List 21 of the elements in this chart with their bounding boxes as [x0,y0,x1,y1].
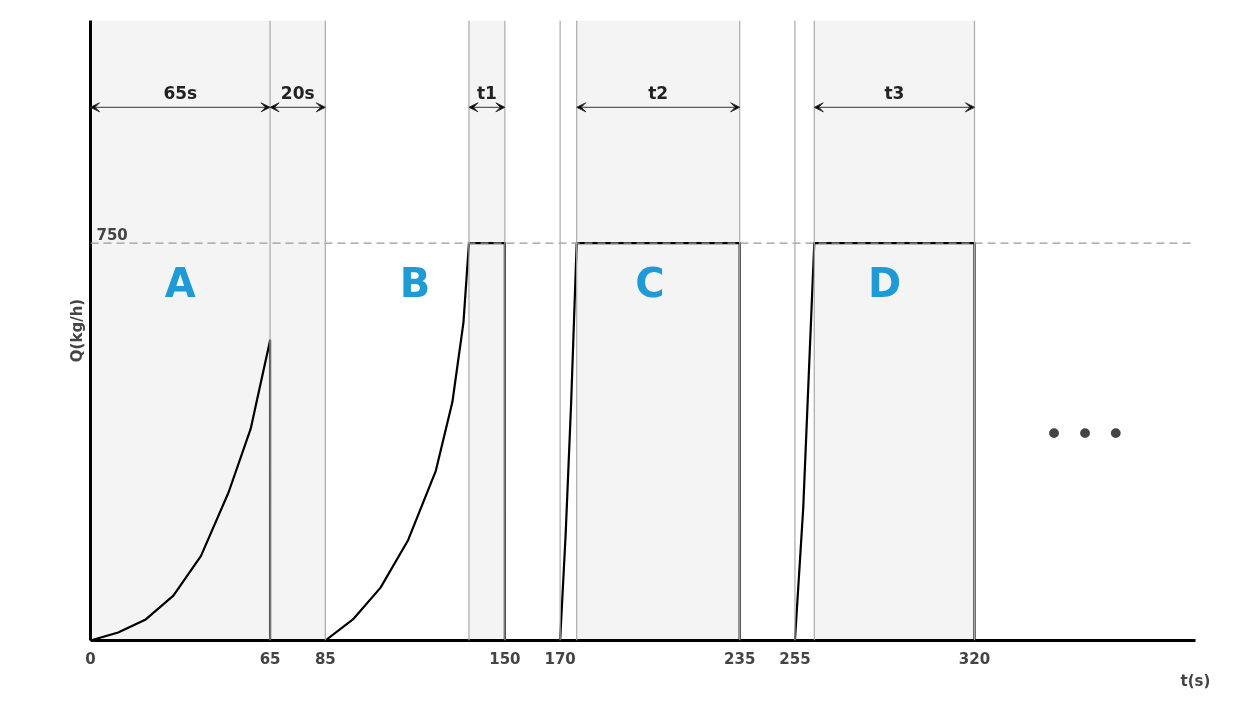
band-label: 65s [163,83,198,104]
annotation: B [399,259,431,306]
x-tick-label: 0 [85,649,96,668]
x-tick-label: 65 [259,649,281,668]
band-label: t1 [476,83,497,104]
x-axis-title: t(s) [1180,671,1211,690]
band-label: 20s [280,83,315,104]
band-label: t3 [884,83,905,104]
y-axis-title: Q(kg/h) [67,298,86,363]
annotation: 750 [96,226,128,245]
x-tick-label: 320 [958,649,991,668]
band-label: t2 [648,83,669,104]
annotation: A [164,259,196,306]
x-tick-label: 150 [489,649,521,668]
annotation: • • • [1044,413,1126,454]
x-tick-label: 85 [314,649,336,668]
x-tick-label: 255 [779,649,811,668]
x-tick-label: 170 [544,649,576,668]
annotation: C [635,259,665,306]
x-tick-label: 235 [724,649,756,668]
annotation: D [868,259,902,306]
